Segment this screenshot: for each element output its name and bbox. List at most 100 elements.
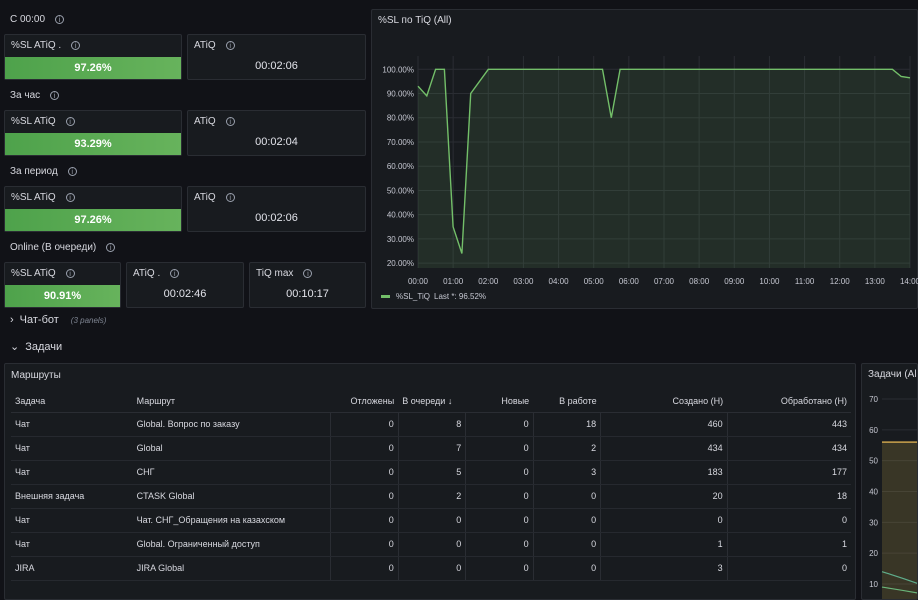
- y-tick-label: 70: [869, 395, 878, 404]
- sl-chart-panel[interactable]: %SL по TiQ (All) 100.00% 90.00% 80.00% 70.0…: [371, 9, 918, 309]
- col-header-in-work[interactable]: В работе: [533, 390, 601, 413]
- y-tick-label: 60.00%: [387, 162, 414, 171]
- stat-panel-period-sl[interactable]: %SL ATiQ i 97.26%: [4, 186, 182, 232]
- table-cell: Чат: [11, 412, 133, 437]
- x-tick-label: 09:00: [724, 277, 745, 286]
- x-tick-label: 00:00: [408, 277, 429, 286]
- x-tick-label: 08:00: [689, 277, 710, 286]
- info-icon[interactable]: i: [225, 117, 235, 126]
- stat-value: 00:10:17: [286, 288, 329, 300]
- row-title-online[interactable]: Online (В очереди) i: [10, 242, 116, 253]
- row-title-today[interactable]: С 00:00 i: [10, 14, 65, 25]
- row-title-hour[interactable]: За час i: [10, 90, 60, 101]
- info-icon[interactable]: i: [303, 269, 313, 278]
- table-cell: 0: [465, 412, 534, 437]
- chart-title: %SL по TiQ (All): [378, 15, 452, 26]
- table-cell: 460: [600, 412, 728, 437]
- info-icon[interactable]: i: [65, 269, 75, 278]
- table-cell: 0: [532, 484, 601, 509]
- table-cell: Чат: [11, 460, 133, 485]
- table-row: Чат Чат. СНГ_Обращения на казахском 0 0 0 0 0 0: [11, 508, 851, 533]
- table-cell: Global. Ограниченный доступ: [132, 532, 331, 557]
- table-cell: 8: [397, 412, 466, 437]
- stat-value: 93.29%: [5, 133, 181, 155]
- table-cell: 0: [330, 460, 399, 485]
- y-tick-label: 10: [869, 580, 878, 589]
- info-icon[interactable]: i: [50, 91, 60, 100]
- col-header-postponed[interactable]: Отложены: [330, 390, 399, 413]
- x-tick-label: 11:00: [795, 277, 815, 286]
- series-area: [882, 442, 917, 599]
- row-tasks[interactable]: ⌄ Задачи: [10, 340, 63, 354]
- sl-chart: 100.00% 90.00% 80.00% 70.00% 60.00% 50.00% 40.…: [381, 56, 918, 301]
- table-cell: 0: [600, 508, 728, 533]
- series-line: [417, 68, 911, 254]
- stat-panel-today-sl[interactable]: %SL ATiQ .i 97.26%: [4, 34, 182, 80]
- table-cell: JIRA: [11, 556, 133, 581]
- table-cell: 0: [330, 412, 399, 437]
- info-icon[interactable]: i: [225, 193, 235, 202]
- col-header-in-queue[interactable]: В очереди ↓: [398, 390, 466, 413]
- routes-panel[interactable]: Маршруты Задача Маршрут Отложены В очере…: [4, 363, 856, 600]
- info-icon[interactable]: i: [225, 41, 235, 50]
- stat-panel-online-sl[interactable]: %SL ATiQ i 90.91%: [4, 262, 121, 308]
- chevron-right-icon: ›: [10, 314, 14, 326]
- table-cell: 0: [465, 460, 534, 485]
- stat-panel-online-atiq[interactable]: ATiQ .i 00:02:46: [126, 262, 244, 308]
- table-cell: 0: [330, 556, 399, 581]
- x-tick-label: 07:00: [654, 277, 675, 286]
- stat-panel-period-atiq[interactable]: ATiQ i 00:02:06: [187, 186, 366, 232]
- table-cell: 0: [330, 484, 399, 509]
- col-header-created[interactable]: Создано (Н): [600, 390, 728, 413]
- info-icon[interactable]: i: [65, 193, 75, 202]
- stat-value: 90.91%: [5, 285, 120, 307]
- col-header-route[interactable]: Маршрут: [132, 390, 331, 413]
- table-cell: Чат. СНГ_Обращения на казахском: [132, 508, 331, 533]
- table-cell: 0: [532, 556, 601, 581]
- stat-value: 00:02:46: [163, 288, 207, 300]
- table-row: Чат СНГ 0 5 0 3 183 177: [11, 460, 851, 485]
- table-cell: Внешняя задача: [11, 484, 133, 509]
- table-cell: 2: [532, 436, 601, 461]
- table-cell: 434: [600, 436, 728, 461]
- col-header-new[interactable]: Новые: [465, 390, 534, 413]
- table-cell: 5: [397, 460, 466, 485]
- info-icon[interactable]: i: [71, 41, 81, 50]
- stat-value: 00:02:06: [255, 60, 298, 72]
- y-tick-label: 40: [869, 488, 878, 497]
- table-cell: 0: [532, 508, 601, 533]
- routes-title: Маршруты: [11, 370, 61, 381]
- table-cell: Global. Вопрос по заказу: [132, 412, 331, 437]
- info-icon[interactable]: i: [106, 243, 116, 252]
- table-cell: Чат: [11, 532, 133, 557]
- table-cell: 0: [465, 508, 534, 533]
- table-cell: 177: [726, 460, 851, 485]
- table-row: Чат Global. Вопрос по заказу 0 8 0 18 460 443: [11, 412, 851, 437]
- tasks-chart-title: Задачи (All): [868, 369, 918, 380]
- info-icon[interactable]: i: [65, 117, 75, 126]
- stat-value: 00:02:06: [255, 212, 298, 224]
- row-chatbot[interactable]: › Чат-бот (3 panels): [10, 314, 107, 326]
- col-header-processed[interactable]: Обработано (Н): [727, 390, 851, 413]
- info-icon[interactable]: i: [67, 167, 77, 176]
- y-tick-label: 50.00%: [387, 186, 414, 195]
- row-title-period[interactable]: За период i: [10, 166, 77, 177]
- stat-panel-today-atiq[interactable]: ATiQ i 00:02:06: [187, 34, 366, 80]
- table-cell: 3: [600, 556, 728, 581]
- table-cell: 3: [532, 460, 601, 485]
- info-icon[interactable]: i: [170, 269, 180, 278]
- info-icon[interactable]: i: [55, 15, 65, 24]
- x-tick-label: 06:00: [619, 277, 640, 286]
- stat-panel-online-tiq-max[interactable]: TiQ max i 00:10:17: [249, 262, 366, 308]
- y-tick-label: 70.00%: [387, 138, 414, 147]
- stat-panel-hour-atiq[interactable]: ATiQ i 00:02:04: [187, 110, 366, 156]
- sort-arrow-icon: ↓: [447, 395, 453, 406]
- tasks-chart: 70 60 50 40 30 20 10: [869, 395, 917, 599]
- stat-panel-hour-sl[interactable]: %SL ATiQ i 93.29%: [4, 110, 182, 156]
- series-area: [418, 69, 910, 268]
- table-cell: 7: [397, 436, 466, 461]
- table-cell: 2: [397, 484, 466, 509]
- tasks-chart-panel[interactable]: Задачи (All) 70 60 50 40 30 20 10: [861, 363, 918, 600]
- col-header-task[interactable]: Задача: [11, 390, 133, 413]
- x-tick-label: 14:00: [900, 277, 918, 286]
